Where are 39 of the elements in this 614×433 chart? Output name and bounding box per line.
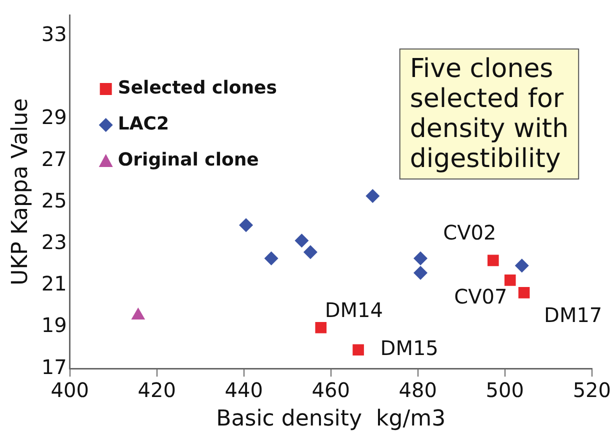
x-tick-label: 500 xyxy=(486,378,524,402)
y-tick-label: 17 xyxy=(41,354,67,379)
y-tick-label: 25 xyxy=(41,188,67,212)
y-tick-label: 27 xyxy=(41,146,67,171)
x-tick-label: 440 xyxy=(224,378,263,402)
point xyxy=(514,258,529,273)
annotation: DM14 xyxy=(324,298,383,322)
point xyxy=(414,266,428,280)
point xyxy=(264,251,278,266)
legend-label: Selected clones xyxy=(118,78,277,99)
y-tick-label: 29 xyxy=(41,105,67,130)
x-tick-label: 520 xyxy=(572,378,612,402)
y-tick-label: 33 xyxy=(41,22,67,46)
point xyxy=(303,245,318,260)
point xyxy=(352,344,364,356)
y-tick-label: 19 xyxy=(41,313,67,338)
point xyxy=(315,322,327,334)
legend-label: Original clone xyxy=(118,150,259,171)
point xyxy=(294,234,309,248)
point xyxy=(414,251,428,266)
y-tick-label: 21 xyxy=(41,272,67,296)
x-tick-label: 460 xyxy=(312,378,350,402)
annotation: DM15 xyxy=(380,336,438,360)
point xyxy=(366,188,380,203)
point xyxy=(518,287,530,298)
annotation: DM17 xyxy=(544,302,602,327)
annotation: CV07 xyxy=(454,284,508,308)
legend-label: LAC2 xyxy=(118,114,169,135)
x-axis-title: Basic density kg/m3 xyxy=(216,406,446,432)
point xyxy=(488,254,499,266)
x-tick-label: 420 xyxy=(138,378,176,402)
y-tick-label: 23 xyxy=(41,230,67,254)
point xyxy=(239,218,254,232)
y-axis-title: UKP Kappa Value xyxy=(8,98,33,286)
point xyxy=(504,274,516,286)
x-tick-label: 480 xyxy=(398,378,437,402)
annotation: Five clones selected for density with digestibility xyxy=(410,54,569,174)
x-tick-label: 400 xyxy=(50,378,89,402)
annotation: CV02 xyxy=(443,220,496,245)
